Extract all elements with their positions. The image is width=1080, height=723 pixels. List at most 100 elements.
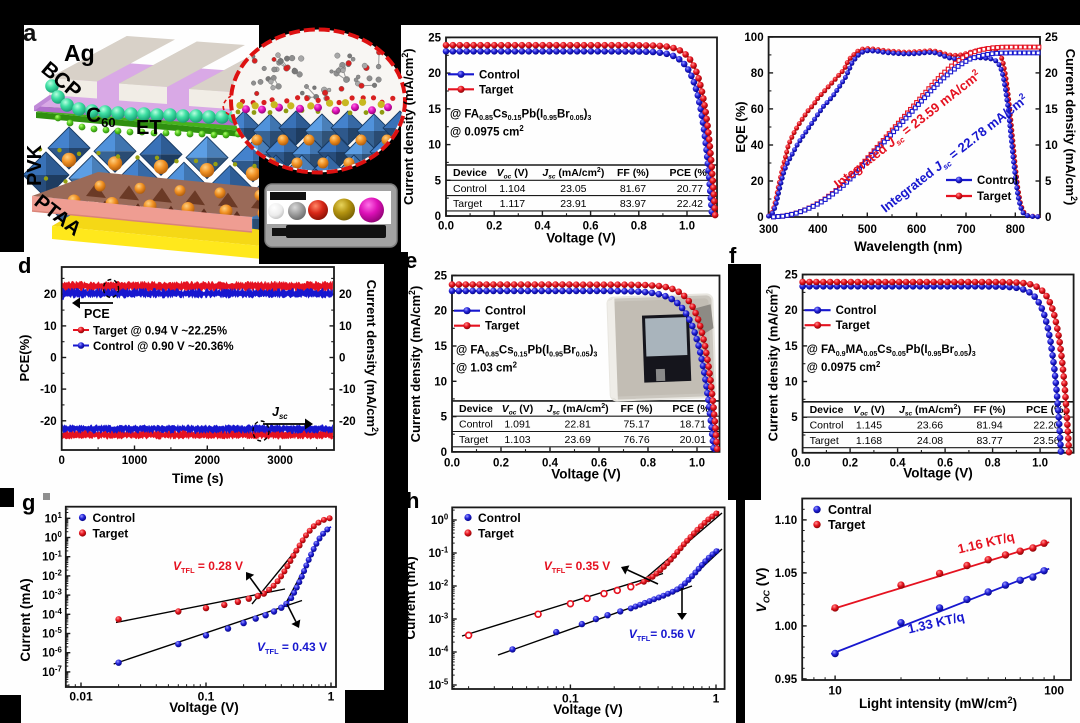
svg-text:Control: Control (810, 420, 844, 432)
svg-text:100: 100 (45, 530, 63, 544)
svg-text:23.69: 23.69 (565, 434, 591, 446)
svg-text:-20: -20 (40, 416, 57, 428)
svg-text:20: 20 (428, 68, 441, 80)
svg-text:5: 5 (435, 175, 442, 187)
svg-text:0.6: 0.6 (937, 458, 953, 470)
svg-text:1.0: 1.0 (1032, 458, 1048, 470)
svg-text:a: a (23, 20, 37, 47)
svg-text:g: g (22, 490, 35, 515)
svg-text:23.91: 23.91 (560, 198, 586, 210)
svg-text:22.42: 22.42 (677, 198, 703, 210)
svg-text:10-5: 10-5 (42, 626, 62, 640)
svg-text:PCE(%): PCE(%) (17, 335, 32, 382)
svg-text:Control: Control (478, 511, 521, 525)
svg-text:83.77: 83.77 (976, 435, 1002, 447)
svg-text:10-6: 10-6 (42, 645, 62, 659)
svg-text:Jsc (mA/cm2): Jsc (mA/cm2) (899, 403, 961, 418)
svg-text:10-3: 10-3 (428, 612, 448, 626)
svg-text:EQE (%): EQE (%) (733, 101, 748, 152)
svg-text:83.97: 83.97 (620, 198, 646, 210)
svg-text:0.0: 0.0 (795, 458, 811, 470)
svg-text:C60: C60 (86, 104, 116, 130)
svg-text:1.104: 1.104 (499, 183, 525, 195)
svg-text:0.0: 0.0 (438, 221, 454, 233)
svg-text:Target: Target (478, 527, 514, 541)
svg-text:75.17: 75.17 (623, 419, 649, 431)
svg-text:0.8: 0.8 (640, 458, 657, 470)
svg-text:20.01: 20.01 (680, 434, 706, 446)
svg-text:d: d (18, 253, 31, 278)
svg-text:25: 25 (428, 32, 441, 44)
svg-text:10-1: 10-1 (42, 549, 62, 563)
svg-text:1.10: 1.10 (775, 515, 797, 527)
svg-text:VTFL = 0.43 V: VTFL = 0.43 V (257, 640, 327, 656)
svg-text:800: 800 (1006, 224, 1025, 236)
svg-text:20: 20 (785, 305, 798, 317)
svg-text:Current (mA): Current (mA) (18, 578, 33, 661)
svg-text:@ FA0.85Cs0.15Pb(I0.95Br0.05)3: @ FA0.85Cs0.15Pb(I0.95Br0.05)3 (450, 108, 591, 122)
svg-text:Control @ 0.90 V ~20.36%: Control @ 0.90 V ~20.36% (93, 341, 234, 353)
svg-text:Voltage (V): Voltage (V) (169, 700, 239, 715)
svg-text:Voltage (V): Voltage (V) (553, 702, 623, 717)
svg-text:0.1: 0.1 (198, 690, 215, 704)
svg-text:1.117: 1.117 (500, 198, 526, 210)
svg-text:VTFL= 0.56 V: VTFL= 0.56 V (629, 627, 696, 643)
svg-text:700: 700 (956, 224, 975, 236)
svg-text:10: 10 (428, 140, 441, 152)
svg-text:0.6: 0.6 (591, 458, 607, 470)
svg-text:10: 10 (339, 321, 352, 333)
svg-text:101: 101 (45, 511, 63, 525)
svg-text:-20: -20 (339, 416, 356, 428)
svg-text:500: 500 (858, 224, 877, 236)
svg-text:1: 1 (328, 690, 335, 704)
svg-text:h: h (406, 488, 419, 513)
svg-text:100: 100 (1044, 684, 1064, 698)
svg-text:FF (%): FF (%) (974, 404, 1006, 416)
svg-text:0.4: 0.4 (534, 221, 551, 233)
svg-text:10: 10 (828, 684, 842, 698)
svg-text:Voc (V): Voc (V) (502, 403, 534, 417)
svg-text:PCE: PCE (84, 307, 110, 321)
svg-text:1.05: 1.05 (775, 568, 798, 580)
svg-text:15: 15 (1045, 104, 1058, 116)
svg-text:5: 5 (791, 412, 798, 424)
svg-text:10-1: 10-1 (428, 546, 448, 560)
svg-text:Device: Device (453, 167, 487, 179)
svg-text:Target: Target (810, 435, 839, 447)
svg-text:0.95: 0.95 (775, 674, 798, 686)
svg-text:Target: Target (453, 198, 482, 210)
svg-text:1.091: 1.091 (504, 419, 530, 431)
svg-text:100: 100 (744, 32, 763, 44)
svg-text:80: 80 (751, 68, 764, 80)
svg-text:Voltage (V): Voltage (V) (903, 466, 973, 481)
svg-text:10: 10 (1045, 140, 1058, 152)
svg-text:5: 5 (1045, 176, 1052, 188)
svg-text:Voltage (V): Voltage (V) (546, 231, 616, 246)
svg-text:Target: Target (93, 527, 129, 541)
svg-text:Current density (mA/cm2): Current density (mA/cm2) (765, 285, 781, 442)
svg-text:Contral: Contral (828, 503, 872, 517)
svg-text:FF (%): FF (%) (617, 167, 649, 179)
svg-text:Control: Control (977, 175, 1018, 187)
svg-text:Voc (V): Voc (V) (497, 167, 529, 181)
svg-text:Voc (V): Voc (V) (853, 404, 885, 418)
svg-text:Current (mA): Current (mA) (403, 556, 418, 639)
svg-text:10-3: 10-3 (42, 588, 62, 602)
svg-text:10: 10 (785, 377, 798, 389)
svg-text:20: 20 (339, 289, 352, 301)
svg-text:f: f (729, 243, 737, 268)
svg-text:81.94: 81.94 (976, 420, 1002, 432)
svg-text:1.0: 1.0 (689, 458, 705, 470)
svg-text:Control: Control (453, 183, 487, 195)
svg-text:25: 25 (785, 270, 798, 282)
svg-text:20: 20 (434, 306, 447, 318)
svg-text:VTFL= 0.35 V: VTFL= 0.35 V (544, 559, 611, 575)
svg-text:0: 0 (791, 448, 797, 460)
svg-text:Jsc (mA/cm2): Jsc (mA/cm2) (542, 166, 604, 181)
svg-text:1.0: 1.0 (679, 221, 695, 233)
svg-text:10-7: 10-7 (42, 665, 62, 679)
svg-text:Target: Target (977, 191, 1011, 203)
svg-text:Control: Control (459, 419, 493, 431)
svg-text:600: 600 (907, 224, 926, 236)
svg-text:FF (%): FF (%) (621, 403, 653, 415)
